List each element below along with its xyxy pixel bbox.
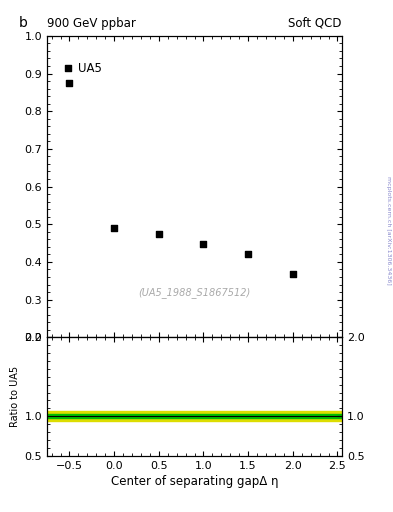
UA5: [200, 240, 207, 248]
Legend: UA5: UA5: [59, 57, 107, 79]
UA5: [290, 270, 296, 279]
UA5: [245, 250, 251, 259]
X-axis label: Center of separating gapΔ η: Center of separating gapΔ η: [111, 475, 278, 488]
UA5: [66, 79, 73, 87]
Text: (UA5_1988_S1867512): (UA5_1988_S1867512): [138, 287, 251, 297]
Y-axis label: Ratio to UA5: Ratio to UA5: [10, 366, 20, 427]
UA5: [111, 224, 117, 232]
Y-axis label: b: b: [19, 16, 28, 30]
Text: Soft QCD: Soft QCD: [288, 17, 342, 30]
Bar: [47, 414, 342, 418]
Text: mcplots.cern.ch [arXiv:1306.3436]: mcplots.cern.ch [arXiv:1306.3436]: [386, 176, 391, 285]
UA5: [156, 230, 162, 239]
Text: 900 GeV ppbar: 900 GeV ppbar: [47, 17, 136, 30]
Bar: [47, 412, 342, 421]
